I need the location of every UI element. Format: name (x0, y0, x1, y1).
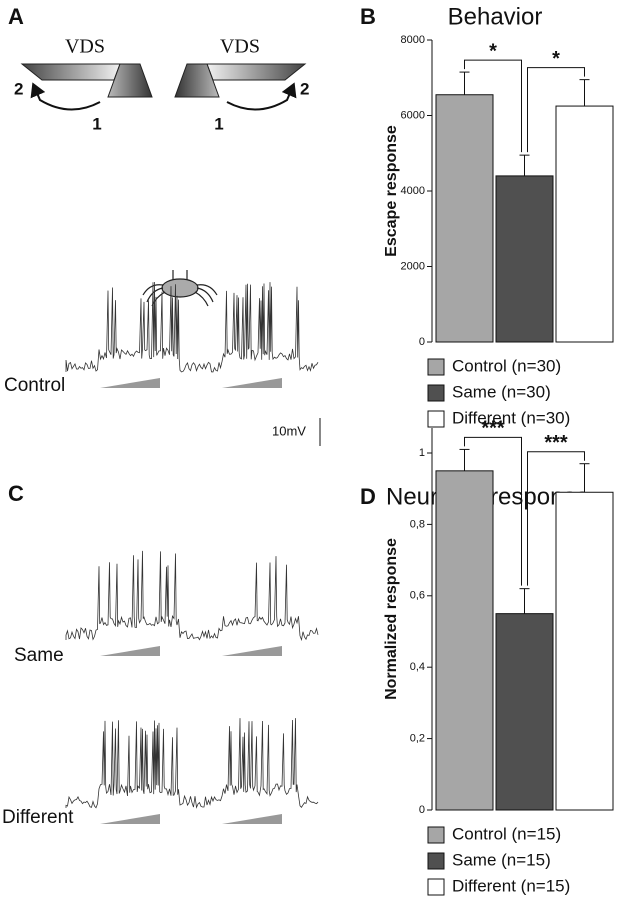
position-label: 2 (300, 79, 309, 98)
bar (555, 491, 614, 811)
trace-label: Different (2, 807, 74, 828)
legend-swatch (427, 826, 445, 844)
trace-label: Same (14, 645, 64, 666)
legend-swatch (427, 358, 445, 376)
legend-swatch (427, 384, 445, 402)
y-tick-label: 0,4 (410, 661, 425, 673)
position-label: 2 (14, 79, 23, 98)
y-tick-label: 4000 (401, 185, 425, 197)
significance-bracket (464, 436, 522, 586)
stimulus-ramp (100, 814, 160, 824)
vds-label: VDS (65, 36, 105, 58)
voltage-trace (65, 550, 319, 642)
scale-label: 10mV (272, 423, 306, 438)
legend-label: Control (n=30) (452, 356, 561, 375)
bar (435, 470, 494, 811)
significance-bracket (464, 59, 522, 153)
panel-letter: B (360, 4, 376, 29)
panel-letter: C (8, 481, 24, 506)
stimulus-ramp (222, 378, 282, 388)
bar (555, 105, 614, 343)
legend-label: Different (n=30) (452, 408, 570, 427)
bar (495, 175, 554, 343)
y-axis-label: Normalized response (383, 538, 400, 700)
voltage-trace (65, 718, 319, 809)
y-tick-label: 0,8 (410, 518, 425, 530)
y-tick-label: 0 (419, 336, 425, 348)
significance-label: * (489, 40, 497, 62)
significance-label: *** (481, 418, 505, 440)
significance-label: *** (544, 432, 568, 454)
vds-label: VDS (220, 36, 260, 58)
stimulus-ramp (222, 646, 282, 656)
legend-swatch (427, 852, 445, 870)
significance-bracket (527, 67, 585, 153)
panel-letter: D (360, 484, 376, 509)
legend-label: Control (n=15) (452, 824, 561, 843)
trace-label: Control (4, 375, 65, 396)
panel-letter: A (8, 4, 24, 29)
y-tick-label: 0 (419, 804, 425, 816)
stimulus-ramp (222, 814, 282, 824)
legend-swatch (427, 878, 445, 896)
bar (435, 94, 494, 343)
y-tick-label: 2000 (401, 260, 425, 272)
position-label: 1 (214, 114, 223, 133)
significance-bracket (527, 451, 585, 586)
chart-title: Behavior (448, 3, 543, 30)
legend-label: Same (n=30) (452, 382, 551, 401)
traces (65, 282, 319, 824)
legend-label: Same (n=15) (452, 850, 551, 869)
y-tick-label: 0,6 (410, 590, 425, 602)
y-axis-label: Escape response (383, 125, 400, 257)
voltage-trace (65, 282, 319, 373)
y-tick-label: 6000 (401, 109, 425, 121)
legend-swatch (427, 410, 445, 428)
y-tick-label: 1 (419, 447, 425, 459)
position-label: 1 (92, 114, 101, 133)
bar (495, 613, 554, 811)
stimulus-ramp (100, 378, 160, 388)
stimulus-diagram (20, 63, 307, 111)
stimulus-ramp (100, 646, 160, 656)
y-tick-label: 0,2 (410, 733, 425, 745)
y-tick-label: 8000 (401, 34, 425, 46)
significance-label: * (552, 48, 560, 70)
legend-label: Different (n=15) (452, 876, 570, 895)
